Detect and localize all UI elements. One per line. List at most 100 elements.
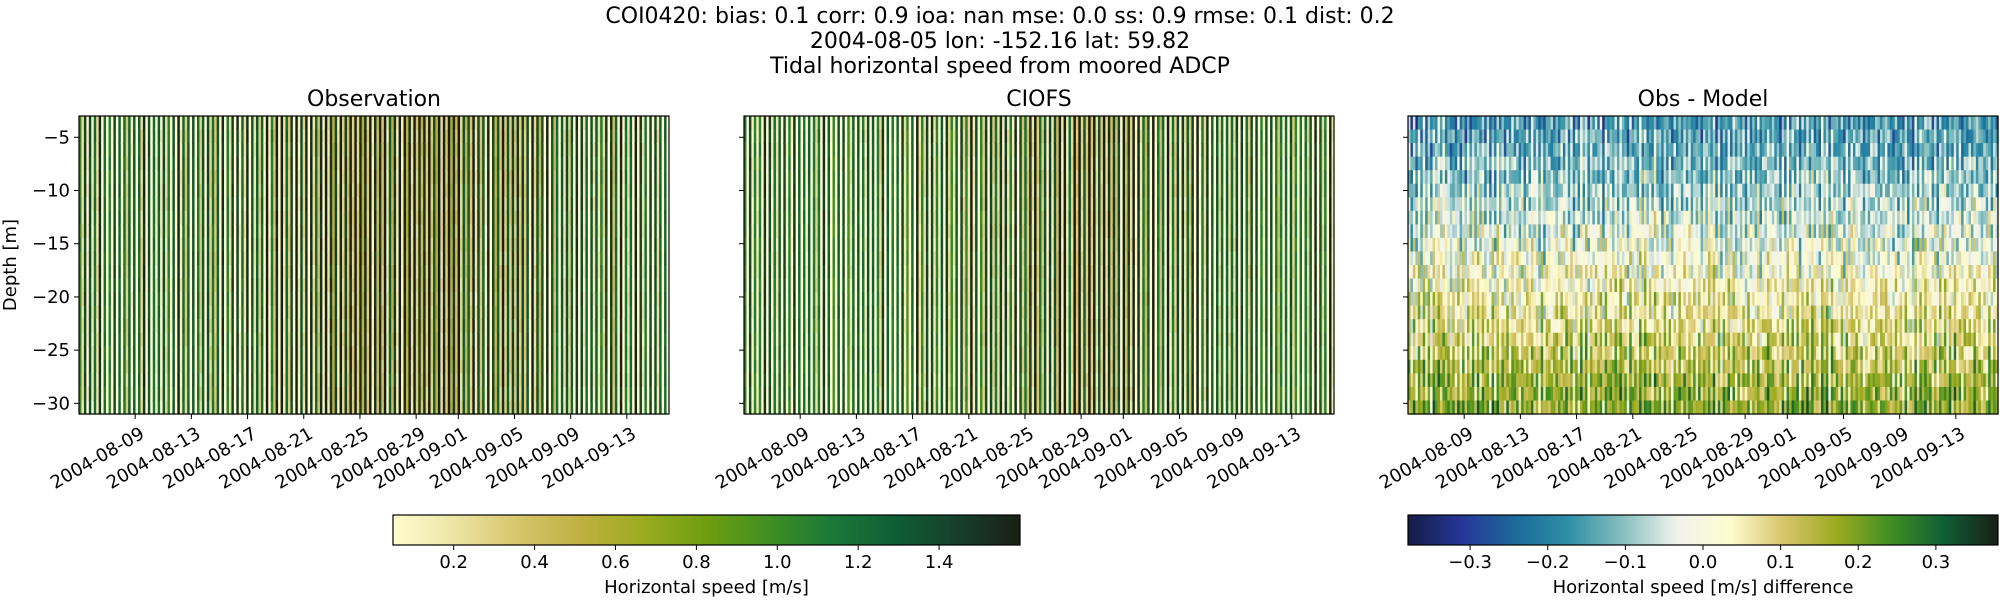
heatmap-cell — [457, 319, 461, 334]
heatmap-cell — [592, 359, 596, 374]
heatmap-cell — [619, 170, 623, 185]
heatmap-cell — [310, 265, 314, 280]
heatmap-cell — [501, 332, 505, 347]
heatmap-cell — [578, 278, 582, 293]
heatmap-cell — [634, 197, 638, 212]
heatmap-cell — [405, 292, 410, 307]
heatmap-cell — [560, 346, 564, 361]
heatmap-cell — [504, 224, 508, 239]
heatmap-cell — [344, 156, 348, 171]
heatmap-cell — [401, 319, 405, 334]
heatmap-cell — [342, 197, 346, 212]
heatmap-cell — [184, 170, 188, 185]
heatmap-cell — [211, 251, 215, 266]
heatmap-cell — [504, 319, 508, 334]
heatmap-cell — [415, 237, 419, 253]
heatmap-cell — [610, 210, 614, 225]
heatmap-cell — [219, 116, 223, 131]
heatmap-cell — [383, 386, 387, 402]
heatmap-cell — [339, 197, 343, 212]
heatmap-cell — [622, 265, 626, 280]
heatmap-cell — [199, 170, 203, 185]
heatmap-cell — [79, 400, 83, 415]
heatmap-cell — [140, 237, 144, 253]
heatmap-cell — [211, 237, 215, 253]
heatmap-cell — [440, 210, 444, 225]
heatmap-cell — [516, 400, 520, 415]
heatmap-cell — [541, 170, 545, 185]
heatmap-cell — [356, 183, 360, 198]
figure-title-line3: Tidal horizontal speed from moored ADCP — [769, 54, 1230, 79]
heatmap-cell — [484, 400, 488, 415]
heatmap-cell — [344, 237, 348, 253]
heatmap-cell — [91, 237, 95, 253]
heatmap-cell — [396, 305, 400, 320]
heatmap-cell — [484, 183, 488, 198]
heatmap-cell — [460, 237, 464, 253]
heatmap-cell — [319, 224, 323, 239]
heatmap-cell — [600, 143, 604, 158]
heatmap-cell — [292, 156, 296, 171]
heatmap-cell — [585, 116, 589, 131]
heatmap-cell — [174, 400, 178, 415]
heatmap-cell — [528, 346, 532, 361]
heatmap-cell — [187, 224, 191, 239]
heatmap-cell — [627, 292, 631, 307]
heatmap-cell — [287, 386, 292, 402]
heatmap-cell — [499, 224, 503, 239]
heatmap-cell — [206, 129, 210, 144]
heatmap-cell — [110, 305, 115, 320]
heatmap-cell — [342, 305, 346, 320]
heatmap-cell — [433, 265, 437, 280]
heatmap-cell — [324, 143, 328, 158]
heatmap-cell — [573, 386, 577, 402]
heatmap-cell — [573, 237, 577, 253]
heatmap-cell — [285, 292, 289, 307]
heatmap-cell — [93, 129, 97, 144]
heatmap-cell — [287, 373, 292, 388]
heatmap-cell — [403, 400, 407, 415]
heatmap-cell — [433, 400, 437, 415]
heatmap-cell — [474, 332, 478, 347]
heatmap-cell — [93, 400, 97, 415]
heatmap-cell — [332, 332, 336, 347]
heatmap-cell — [110, 346, 115, 361]
heatmap-cell — [123, 197, 127, 212]
heatmap-cell — [246, 359, 250, 374]
heatmap-cell — [477, 373, 481, 388]
heatmap-cell — [381, 156, 385, 171]
heatmap-cell — [511, 116, 515, 131]
heatmap-cell — [440, 292, 444, 307]
heatmap-cell — [157, 319, 161, 334]
heatmap-cell — [329, 400, 333, 415]
heatmap-cell — [192, 237, 196, 253]
heatmap-cell — [233, 332, 237, 347]
heatmap-cell — [489, 305, 493, 320]
heatmap-cell — [165, 170, 169, 185]
heatmap-cell — [214, 359, 218, 374]
heatmap-cell — [201, 156, 205, 171]
heatmap-cell — [83, 319, 87, 334]
heatmap-cell — [381, 116, 385, 131]
heatmap-cell — [206, 224, 210, 239]
heatmap-cell — [585, 278, 589, 293]
heatmap-cell — [393, 156, 397, 171]
heatmap-cell — [533, 386, 537, 402]
heatmap-cell — [494, 170, 498, 185]
heatmap-cell — [460, 197, 464, 212]
heatmap-cell — [214, 373, 218, 388]
heatmap-cell — [337, 237, 341, 253]
heatmap-cell — [462, 400, 466, 415]
heatmap-cell — [275, 400, 279, 415]
heatmap-cell — [169, 143, 174, 158]
heatmap-cell — [514, 224, 518, 239]
heatmap-cell — [283, 373, 287, 388]
heatmap-cell — [590, 278, 594, 293]
heatmap-cell — [568, 237, 572, 253]
heatmap-cell — [487, 129, 491, 144]
heatmap-cell — [211, 265, 215, 280]
heatmap-cell — [324, 197, 328, 212]
heatmap-cell — [455, 332, 459, 347]
heatmap-cell — [511, 319, 515, 334]
heatmap-cell — [523, 400, 528, 415]
